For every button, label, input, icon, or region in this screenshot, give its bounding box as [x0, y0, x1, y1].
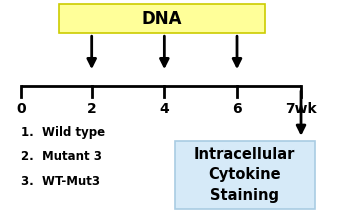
- Text: 3.  WT-Mut3: 3. WT-Mut3: [21, 175, 100, 188]
- Text: 4: 4: [160, 102, 169, 116]
- Text: 7wk: 7wk: [285, 102, 317, 116]
- Text: 6: 6: [232, 102, 242, 116]
- Text: DNA: DNA: [142, 10, 182, 28]
- FancyBboxPatch shape: [175, 141, 315, 209]
- Text: 1.  Wild type: 1. Wild type: [21, 126, 105, 139]
- Text: Intracellular
Cytokine
Staining: Intracellular Cytokine Staining: [194, 147, 295, 203]
- Text: 0: 0: [16, 102, 26, 116]
- Text: 2: 2: [87, 102, 97, 116]
- Text: 2.  Mutant 3: 2. Mutant 3: [21, 150, 102, 163]
- FancyBboxPatch shape: [59, 4, 265, 33]
